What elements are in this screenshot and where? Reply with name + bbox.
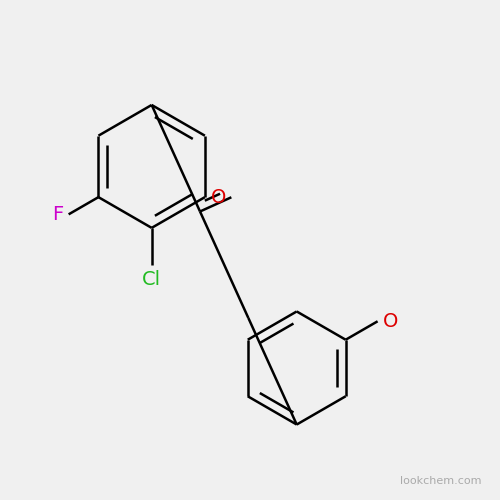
Text: O: O <box>382 312 398 331</box>
Text: F: F <box>52 205 64 224</box>
Text: Cl: Cl <box>142 270 161 288</box>
Text: O: O <box>212 188 226 207</box>
Text: lookchem.com: lookchem.com <box>400 476 481 486</box>
